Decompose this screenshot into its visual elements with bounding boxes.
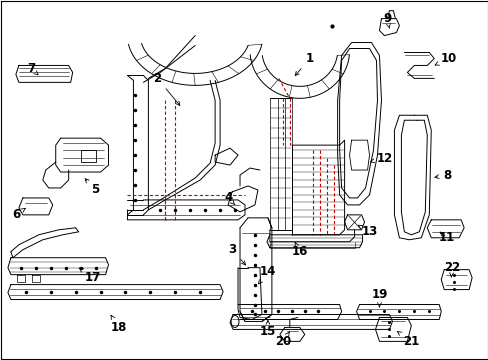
Text: 19: 19: [370, 288, 387, 307]
Text: 11: 11: [438, 231, 454, 244]
Text: 14: 14: [258, 265, 276, 284]
Text: 3: 3: [227, 243, 245, 265]
Text: 8: 8: [434, 168, 450, 181]
Text: 16: 16: [291, 242, 307, 258]
Text: 6: 6: [12, 208, 25, 221]
Text: 12: 12: [369, 152, 392, 165]
Text: 15: 15: [259, 320, 276, 338]
Text: 2: 2: [153, 72, 180, 105]
Text: 18: 18: [110, 315, 126, 334]
Text: 21: 21: [397, 332, 419, 348]
Text: 4: 4: [224, 192, 235, 205]
Text: 20: 20: [274, 332, 290, 348]
Text: 22: 22: [443, 261, 459, 277]
Text: 10: 10: [434, 52, 456, 65]
Text: 13: 13: [358, 225, 377, 238]
Text: 17: 17: [79, 268, 101, 284]
Text: 9: 9: [383, 12, 391, 28]
Text: 1: 1: [295, 52, 313, 76]
Text: 5: 5: [85, 179, 100, 197]
Text: 7: 7: [27, 62, 38, 75]
